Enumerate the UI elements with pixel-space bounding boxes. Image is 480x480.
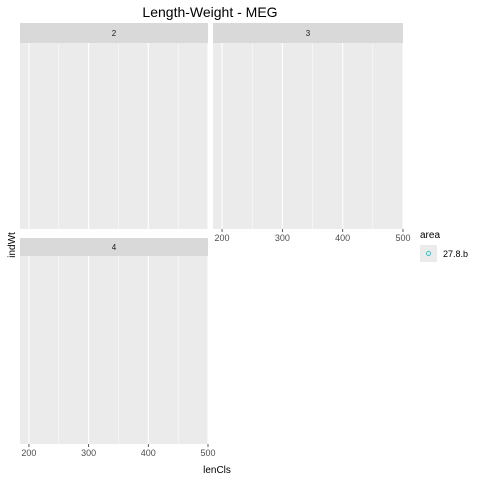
facet-panels: 2 3 200 300 400 500 4 200 300 400 500: [20, 23, 411, 458]
facet-strip-label: 4: [112, 243, 117, 252]
x-tick-label: 200: [21, 448, 36, 458]
legend-key: [420, 245, 437, 262]
facet-strip: [20, 23, 208, 43]
x-tick-label: 300: [275, 233, 290, 243]
x-axis-label: lenCls: [203, 465, 231, 476]
facet-panel: 2: [20, 23, 209, 229]
y-axis-label: indWt: [7, 232, 18, 258]
facet-strip-label: 2: [112, 29, 117, 38]
x-tick-label: 400: [141, 448, 156, 458]
plot-panel: [20, 256, 208, 444]
plot-panel: [213, 43, 403, 229]
facet-panel: 4 200 300 400 500: [20, 238, 216, 458]
x-tick-label: 300: [81, 448, 96, 458]
legend: area 27.8.b: [420, 230, 468, 262]
chart-title: Length-Weight - MEG: [142, 4, 277, 20]
legend-title: area: [420, 230, 440, 241]
x-tick-label: 500: [200, 448, 215, 458]
x-tick-label: 500: [395, 233, 410, 243]
facet-strip: [20, 238, 208, 256]
facet-panel: 3 200 300 400 500: [213, 23, 411, 243]
facet-strip: [213, 23, 403, 43]
plot-panel: [20, 43, 208, 229]
x-tick-label: 200: [215, 233, 230, 243]
legend-marker-icon: [426, 251, 431, 256]
facet-strip-label: 3: [306, 29, 311, 38]
x-tick-label: 400: [335, 233, 350, 243]
legend-label: 27.8.b: [443, 249, 468, 259]
